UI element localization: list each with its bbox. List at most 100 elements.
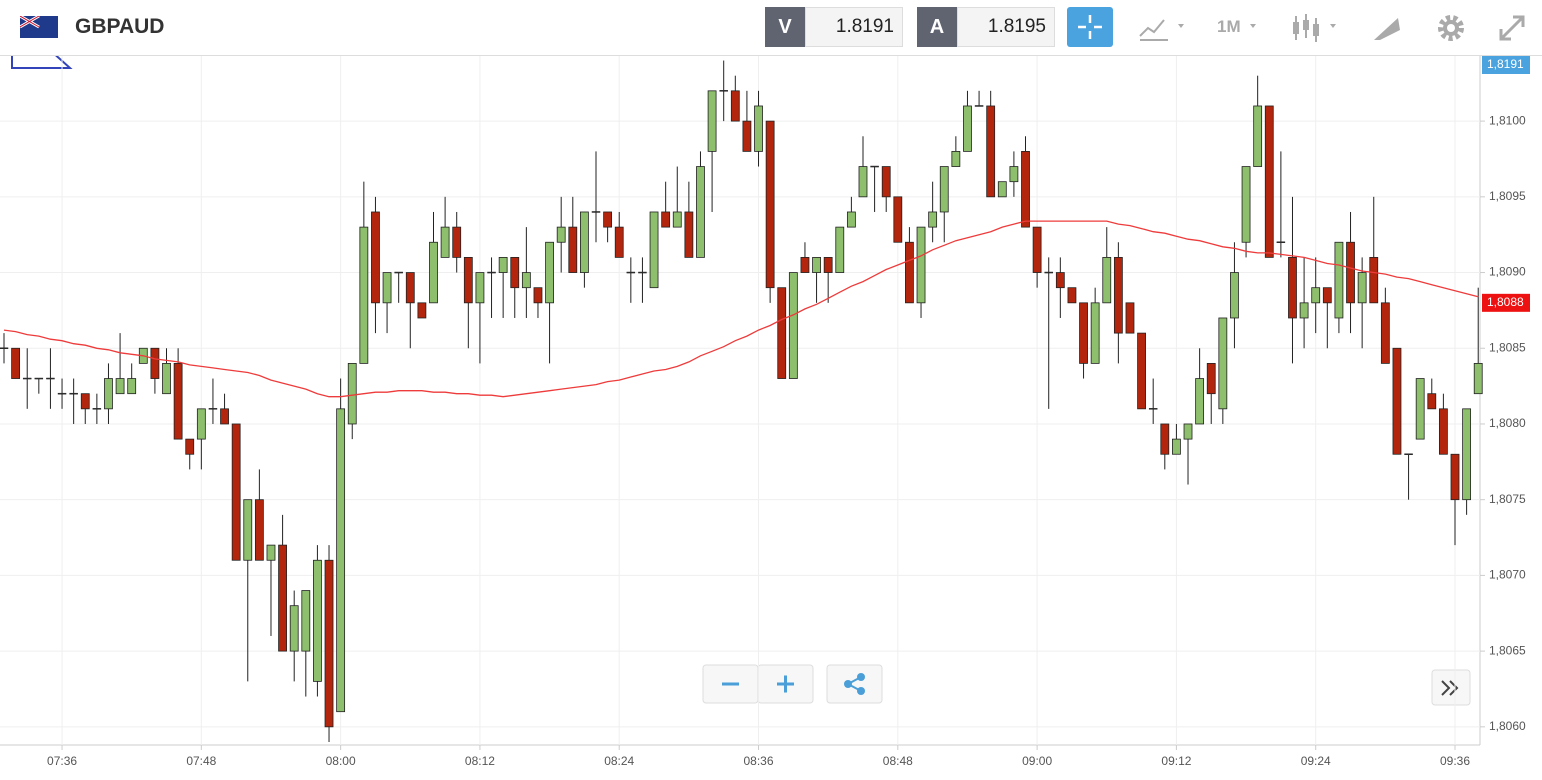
candle-body: [313, 559, 322, 682]
candle-body: [266, 544, 276, 561]
candle-body: [928, 211, 938, 228]
candle-body: [1055, 272, 1065, 289]
candle-body: [1079, 302, 1088, 364]
candle-body: [730, 90, 740, 122]
candle-body: [649, 211, 659, 289]
candle-body: [429, 241, 438, 304]
candle-body: [986, 105, 996, 198]
candle-body: [1288, 256, 1297, 319]
fullscreen-button[interactable]: [1495, 11, 1529, 45]
candle-body: [173, 362, 183, 440]
candle-body: [324, 559, 334, 728]
y-tick-label: 1,8085: [1489, 340, 1526, 354]
y-tick-label: 1,8065: [1489, 643, 1526, 657]
candle-body: [1357, 272, 1367, 304]
symbol: GBPAUD: [75, 15, 165, 38]
candle-body: [893, 196, 903, 243]
candle-body: [742, 120, 752, 152]
candle-body: [870, 165, 879, 168]
candle-body: [1276, 241, 1286, 244]
scroll-end-button[interactable]: [1431, 669, 1471, 706]
y-tick-label: 1,8100: [1489, 113, 1526, 127]
scroll-end-icon: [1441, 680, 1459, 696]
candle-body: [591, 211, 601, 213]
candle-body: [696, 166, 705, 258]
candle-body: [1346, 241, 1355, 304]
candle-body: [777, 287, 787, 379]
candle-body: [34, 377, 44, 380]
candle-body: [812, 256, 821, 273]
candle-body: [510, 256, 520, 289]
candle-body: [347, 362, 357, 425]
candle-body: [1090, 302, 1100, 364]
candle-body: [220, 408, 229, 425]
share-dot: [857, 673, 865, 681]
candle-body: [963, 105, 972, 152]
candle-body: [487, 271, 496, 274]
candle-body: [278, 544, 287, 652]
candle-body: [185, 438, 195, 455]
candle-body: [1311, 287, 1321, 304]
share-button[interactable]: [826, 664, 883, 704]
zoom-controls: [702, 664, 1471, 706]
candle-body: [394, 271, 403, 274]
candle-body: [1334, 241, 1344, 319]
candle-body: [881, 166, 891, 198]
candle-body: [162, 362, 171, 395]
x-tick-label: 09:24: [1301, 754, 1331, 768]
candle-body: [22, 377, 32, 380]
candle-body: [301, 590, 311, 652]
candle-body: [254, 499, 264, 561]
x-tick-label: 08:12: [465, 754, 495, 768]
y-tick-label: 1,8090: [1489, 265, 1526, 279]
ask-price[interactable]: 1.8195: [957, 7, 1055, 47]
candle-body: [846, 211, 856, 228]
candle-body: [1473, 362, 1483, 395]
crosshair-button[interactable]: [1067, 7, 1113, 47]
candle-body: [1380, 302, 1390, 364]
candle-body: [1032, 226, 1042, 273]
candle-body: [1172, 438, 1181, 455]
candle-body: [1044, 271, 1053, 274]
timeframe-caret: [1250, 24, 1256, 28]
share-dot: [844, 680, 852, 688]
candle-body: [788, 272, 798, 379]
candle-body: [754, 105, 763, 152]
x-tick-label: 08:36: [744, 754, 774, 768]
ask-marker-label: 1,8191: [1487, 57, 1524, 71]
bid-price[interactable]: 1.8191: [805, 7, 903, 47]
x-tick-label: 09:12: [1161, 754, 1191, 768]
candle-body: [498, 256, 508, 273]
candle-body: [382, 272, 392, 304]
candle-body: [243, 499, 253, 561]
candle-body: [1102, 256, 1112, 304]
chart-type-button[interactable]: [1290, 12, 1346, 44]
timeframe[interactable]: 1M: [1217, 17, 1241, 36]
y-tick-label: 1,8070: [1489, 568, 1526, 582]
candle-body: [80, 393, 90, 410]
candle-body: [1462, 408, 1472, 501]
candle-body: [475, 272, 485, 304]
candle-body: [672, 211, 682, 228]
candle-body: [127, 378, 137, 395]
candle-body: [1253, 105, 1263, 167]
candle-body: [1021, 150, 1030, 228]
settings-button[interactable]: [1434, 11, 1468, 45]
last-price-marker: [1482, 293, 1530, 312]
candle-body: [57, 392, 67, 395]
candle-body: [1230, 272, 1239, 319]
x-tick-label: 08:00: [326, 754, 356, 768]
drawing-button[interactable]: [1370, 12, 1404, 44]
y-tick-label: 1,8080: [1489, 416, 1526, 430]
candle-body: [568, 226, 578, 273]
candle-body: [231, 423, 241, 561]
candle-body: [196, 408, 206, 440]
indicator-button[interactable]: [1138, 14, 1194, 42]
y-tick-label: 1,8060: [1489, 719, 1526, 733]
candle-body: [835, 226, 845, 273]
x-tick-label: 08:48: [883, 754, 913, 768]
ask-label: A: [917, 7, 957, 47]
candle-body: [556, 226, 566, 243]
